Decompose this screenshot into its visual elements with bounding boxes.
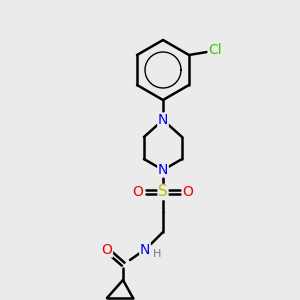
Text: Cl: Cl bbox=[208, 43, 222, 57]
Text: N: N bbox=[140, 243, 150, 257]
Text: N: N bbox=[158, 113, 168, 127]
Text: O: O bbox=[133, 185, 143, 199]
Text: S: S bbox=[158, 184, 168, 200]
Text: N: N bbox=[158, 163, 168, 177]
Text: H: H bbox=[153, 249, 161, 259]
Text: O: O bbox=[102, 243, 112, 257]
Text: O: O bbox=[183, 185, 194, 199]
